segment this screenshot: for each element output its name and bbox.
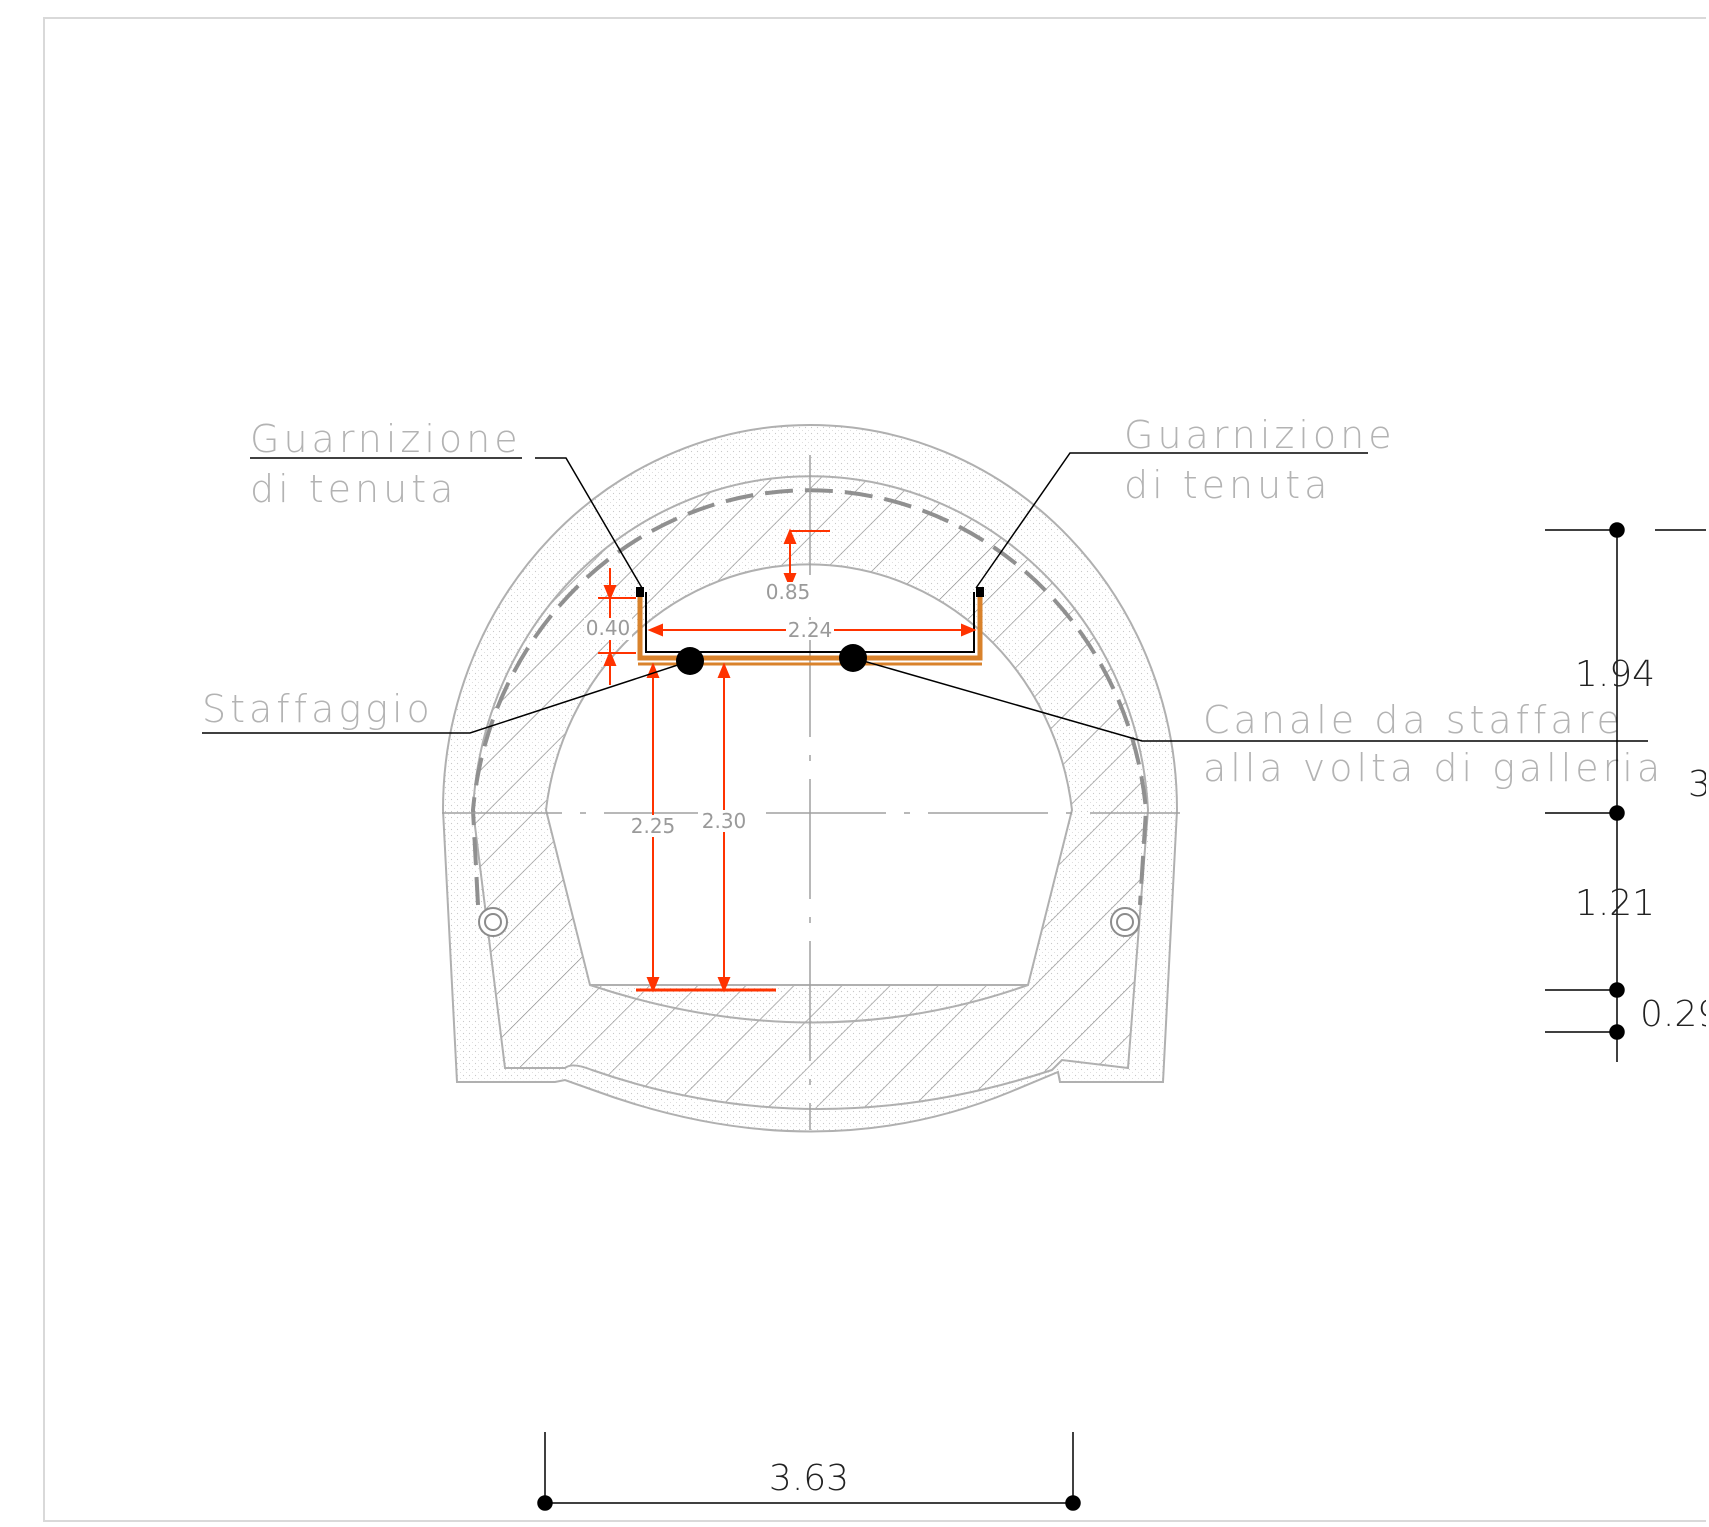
seal-left-label-2: di tenuta xyxy=(250,467,457,511)
seal-right-label-1: Guarnizione xyxy=(1124,413,1396,457)
dim-top-gap: 0.85 xyxy=(766,580,811,604)
dim-bottom-width: 3.63 xyxy=(769,1458,849,1499)
seal-left-label-1: Guarnizione xyxy=(250,417,522,461)
drain-right-icon xyxy=(1110,907,1140,937)
bottom-dimension xyxy=(537,1432,1081,1511)
leader-lines xyxy=(202,452,1648,742)
dim-channel-width: 2.24 xyxy=(788,618,833,642)
dim-height-right: 2.30 xyxy=(702,809,747,833)
inner-opening xyxy=(544,563,1074,986)
dim-right-lower: 0.29 xyxy=(1640,994,1709,1035)
sheet-border xyxy=(43,17,1709,1522)
drain-left-icon xyxy=(478,907,508,937)
seal-left xyxy=(636,587,644,597)
seal-right xyxy=(976,587,984,597)
dim-right-upper: 1.94 xyxy=(1575,654,1655,695)
channel-label-2: alla volta di galleria xyxy=(1203,746,1664,790)
seal-right-label-2: di tenuta xyxy=(1124,463,1331,507)
bracket-label: Staffaggio xyxy=(202,687,434,731)
dim-channel-height: 0.40 xyxy=(586,616,631,640)
dim-right-middle: 1.21 xyxy=(1575,883,1655,924)
right-dimension-chain xyxy=(1545,522,1709,1062)
dim-right-total-partial: 3 xyxy=(1688,764,1709,805)
dim-height-left: 2.25 xyxy=(631,814,676,838)
invert-fill xyxy=(589,984,1029,1024)
channel-label-1: Canale da staffare xyxy=(1203,698,1624,742)
